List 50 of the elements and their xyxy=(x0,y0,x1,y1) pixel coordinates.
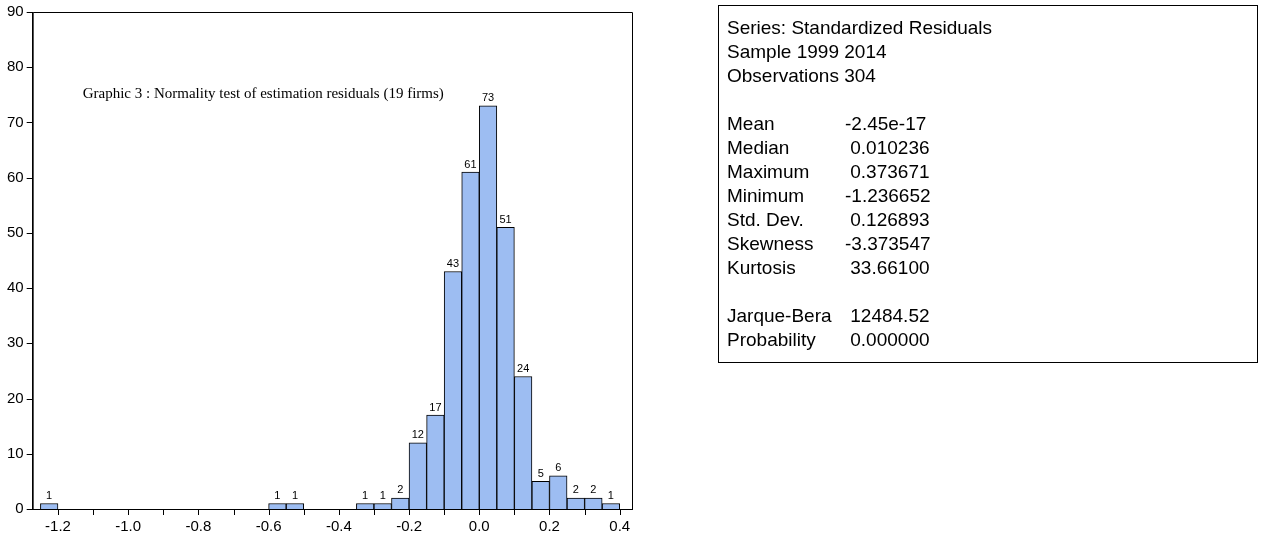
data-label: 43 xyxy=(446,257,460,270)
data-label: 12 xyxy=(411,428,424,441)
data-label: 2 xyxy=(397,483,404,496)
x-tick-label: -0.2 xyxy=(396,517,422,535)
data-label: 5 xyxy=(537,466,544,479)
data-label: 17 xyxy=(429,400,442,413)
x-tick-label: -0.6 xyxy=(255,517,282,535)
data-label: 2 xyxy=(590,483,597,496)
x-tick-label: 0.4 xyxy=(609,517,631,535)
data-label: 6 xyxy=(555,461,562,474)
text: Median 0.010236 xyxy=(727,137,930,158)
data-label: 1 xyxy=(379,489,386,502)
x-tick-label: -1.0 xyxy=(115,517,142,535)
data-label: 1 xyxy=(607,489,614,502)
y-tick-label: 30 xyxy=(7,333,24,351)
text: Graphic 3 : Normality test of estimation residuals (19 firms) xyxy=(82,84,444,102)
text: Maximum 0.373671 xyxy=(727,161,930,182)
text: Minimum -1.236652 xyxy=(727,185,931,206)
data-label: 2 xyxy=(572,483,579,496)
data-label: 51 xyxy=(499,212,512,225)
y-tick-label: 70 xyxy=(7,112,24,130)
text: Jarque-Bera 12484.52 xyxy=(727,304,930,328)
data-label: 1 xyxy=(362,489,369,502)
data-label: 24 xyxy=(517,362,530,374)
y-tick-label: 0 xyxy=(15,499,24,517)
text: Kurtosis 33.66100 xyxy=(727,257,930,278)
data-label: 1 xyxy=(274,489,281,502)
x-tick-label: 0.2 xyxy=(539,517,560,535)
y-tick-label: 10 xyxy=(7,443,24,461)
text: Probability 0.000000 xyxy=(727,329,930,350)
y-tick-label: 40 xyxy=(7,278,24,296)
x-tick-label: -1.2 xyxy=(45,517,71,535)
x-tick-label: 0.0 xyxy=(468,517,490,535)
y-tick-label: 60 xyxy=(7,167,24,185)
text: Mean -2.45e-17 xyxy=(727,113,927,134)
text: Skewness -3.373547 xyxy=(727,233,931,254)
x-tick-label: -0.4 xyxy=(325,517,352,535)
data-label: 61 xyxy=(464,157,477,170)
text: Observations 304 xyxy=(727,64,877,88)
y-tick-label: 80 xyxy=(7,57,24,75)
data-label: 73 xyxy=(481,91,495,104)
data-label: 1 xyxy=(46,489,53,502)
text: Sample 1999 2014 xyxy=(727,40,888,64)
text: Std. Dev. 0.126893 xyxy=(727,209,930,230)
y-tick-label: 20 xyxy=(7,388,24,406)
y-tick-label: 50 xyxy=(7,223,24,241)
x-tick-label: -0.8 xyxy=(185,517,212,535)
data-label: 1 xyxy=(291,489,299,502)
y-tick-label: 90 xyxy=(7,2,24,20)
text: Series: Standardized Residuals xyxy=(727,16,994,40)
